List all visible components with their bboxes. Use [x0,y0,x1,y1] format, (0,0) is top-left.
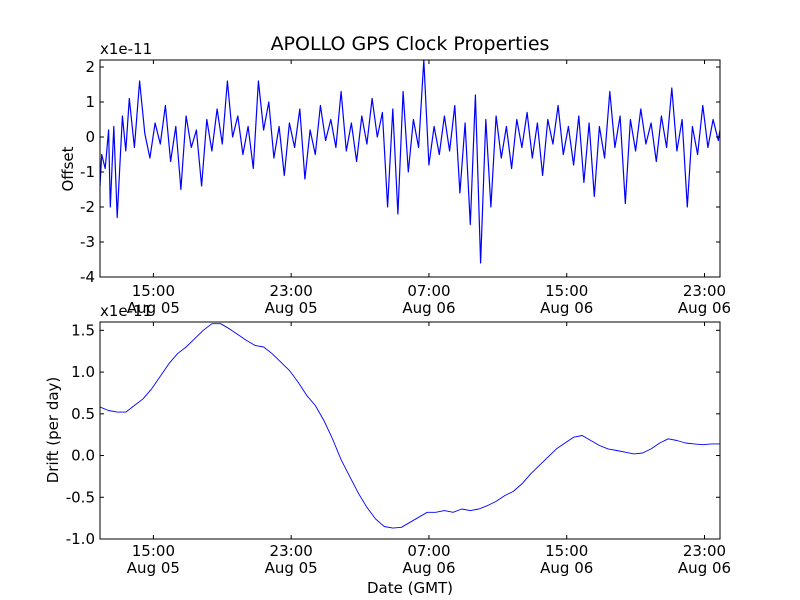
drift-x-tick-date-label: Aug 05 [265,559,318,577]
offset-x-tick-time-label: 07:00 [407,282,450,300]
drift-y-tick-label: 0.0 [71,447,95,465]
offset-x-tick-time-label: 15:00 [132,282,175,300]
drift-series-line [99,323,720,529]
drift-axes-frame [99,321,721,540]
offset-multiplier-label: x1e-11 [100,40,152,58]
drift-x-tick-time-label: 15:00 [132,542,175,560]
drift-y-tick-label: 1.0 [71,363,95,381]
drift-x-tick-date-label: Aug 06 [678,559,731,577]
offset-series-line [99,59,721,264]
offset-x-tick-date-label: Aug 05 [265,299,318,317]
offset-y-tick-label: 2 [85,58,95,76]
drift-x-tick-date-label: Aug 05 [127,559,180,577]
offset-x-tick-date-label: Aug 06 [540,299,593,317]
chart-title: APOLLO GPS Clock Properties [271,33,550,55]
drift-y-tick-label: 1.5 [71,321,95,339]
offset-x-tick-time-label: 15:00 [545,282,588,300]
offset-y-tick-label: 1 [85,93,95,111]
offset-x-tick-date-label: Aug 06 [678,299,731,317]
offset-x-tick-time-label: 23:00 [683,282,726,300]
offset-y-tick-label: -1 [80,163,95,181]
drift-multiplier-label: x1e-11 [100,302,152,320]
offset-axes-frame [99,59,721,278]
drift-x-tick-date-label: Aug 06 [402,559,455,577]
drift-x-tick-date-label: Aug 06 [540,559,593,577]
drift-x-tick-time-label: 23:00 [270,542,313,560]
drift-y-tick-label: -0.5 [66,488,95,506]
offset-y-axis-label: Offset [59,146,77,191]
offset-y-tick-label: -2 [80,198,95,216]
drift-x-tick-time-label: 15:00 [545,542,588,560]
drift-y-tick-label: -1.0 [66,530,95,548]
drift-x-tick-time-label: 23:00 [683,542,726,560]
offset-y-tick-label: 0 [85,128,95,146]
drift-x-tick-time-label: 07:00 [407,542,450,560]
drift-data-layer [99,323,720,529]
offset-x-tick-date-label: Aug 06 [402,299,455,317]
offset-x-tick-time-label: 23:00 [270,282,313,300]
drift-plot: x1e-11 Drift (per day) Date (GMT) -1.0 -0… [44,302,731,597]
drift-y-tick-label: 0.5 [71,405,95,423]
offset-data-layer [99,59,721,264]
drift-y-axis-label: Drift (per day) [44,377,62,484]
offset-x-tick-date-label: Aug 05 [127,299,180,317]
offset-plot: APOLLO GPS Clock Properties x1e-11 Offse… [59,33,731,317]
drift-x-axis-label: Date (GMT) [367,579,453,597]
offset-y-tick-label: -3 [80,233,95,251]
offset-y-tick-label: -4 [80,268,95,286]
